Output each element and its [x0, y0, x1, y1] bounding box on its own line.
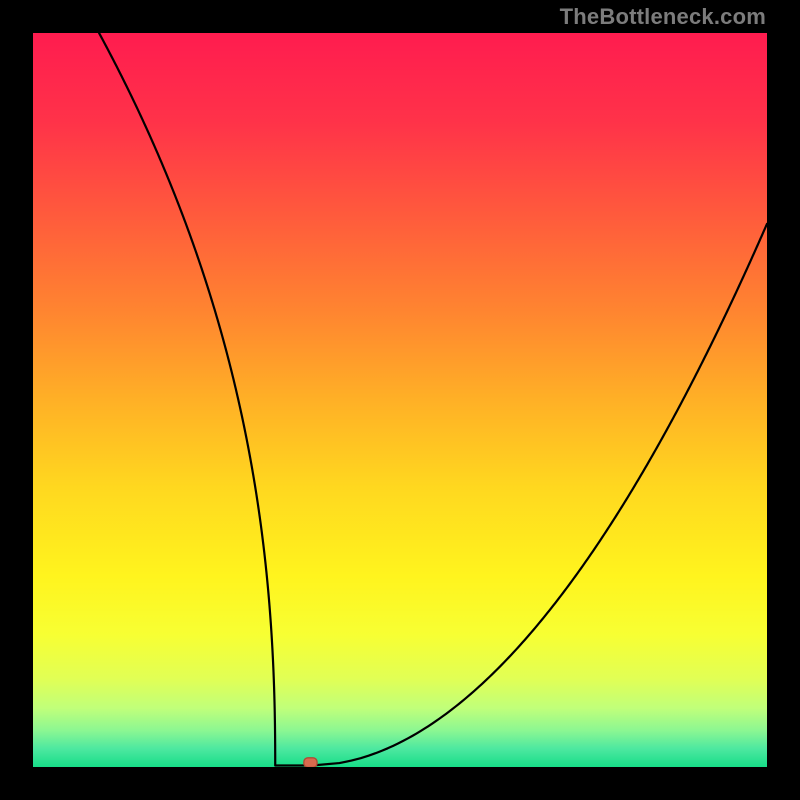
curve-svg — [33, 33, 767, 767]
plot-area — [33, 33, 767, 767]
bottleneck-curve — [99, 33, 767, 766]
watermark-text: TheBottleneck.com — [560, 4, 766, 30]
optimal-point-marker — [304, 758, 317, 767]
chart-frame — [30, 30, 770, 770]
